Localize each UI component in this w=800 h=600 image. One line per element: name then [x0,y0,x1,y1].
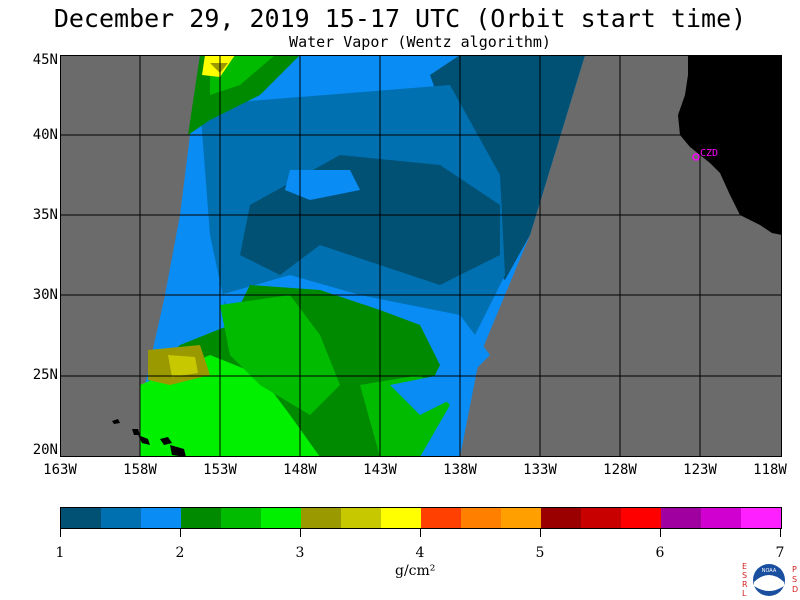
lon-label-123w: 123W [683,462,717,478]
lon-label-153w: 153W [203,462,237,478]
logo-letter: L [742,589,747,598]
colorbar-tick-label: 2 [175,545,185,561]
swath-dark-blue-east [430,55,585,280]
colorbar-tick-mark [660,529,661,537]
colorbar-tick-label: 6 [655,545,665,561]
lon-label-138w: 138W [443,462,477,478]
colorbar-segment [541,508,581,528]
lon-label-133w: 133W [523,462,557,478]
colorbar-segment [621,508,661,528]
water-vapor-map: CZD [60,55,782,457]
colorbar-tick-label: 3 [295,545,305,561]
colorbar-tick-label: 7 [775,545,785,561]
colorbar-segment [661,508,701,528]
colorbar-segment [301,508,341,528]
colorbar-segment [341,508,381,528]
colorbar-segment [61,508,101,528]
colorbar-segment [741,508,781,528]
swath-light-blue-strip [390,375,460,415]
lon-label-118w: 118W [753,462,787,478]
colorbar-tick-mark [180,529,181,537]
colorbar-tick-mark [300,529,301,537]
lon-label-163w: 163W [43,462,77,478]
land-california [678,55,782,235]
grid [60,55,782,457]
chart-title: December 29, 2019 15-17 UTC (Orbit start… [53,4,747,33]
lon-label-128w: 128W [603,462,637,478]
colorbar-segment [141,508,181,528]
lon-label-148w: 148W [283,462,317,478]
lat-label-30n: 30N [32,287,58,303]
colorbar-segment [181,508,221,528]
colorbar-segment [501,508,541,528]
colorbar-tick-mark [540,529,541,537]
lat-label-20n: 20N [32,442,58,458]
island [112,419,120,424]
lat-label-45n: 45N [32,52,58,68]
logo-letter: D [792,585,798,594]
lat-label-40n: 40N [32,127,58,143]
colorbar-tick-mark [420,529,421,537]
logo-letter: P [792,565,797,574]
colorbar-segment [381,508,421,528]
island [138,435,150,445]
lat-label-35n: 35N [32,207,58,223]
swath-mid-green-south [220,295,340,415]
colorbar-segment [261,508,301,528]
chart-subtitle: Water Vapor (Wentz algorithm) [289,33,551,51]
colorbar-segment [581,508,621,528]
station-marker [692,153,700,161]
swath-olive-north [210,63,228,73]
colorbar-tick-label: 5 [535,545,545,561]
station-label: CZD [700,148,718,159]
colorbar-segment [461,508,501,528]
lon-label-158w: 158W [123,462,157,478]
logo-text: NOAA [762,568,777,574]
lon-label-143w: 143W [363,462,397,478]
colorbar-segment [101,508,141,528]
logo-letter: S [792,575,797,584]
colorbar-unit: g/cm² [395,563,436,579]
lat-label-25n: 25N [32,367,58,383]
swath-light-blue-patch [285,170,360,200]
colorbar [60,507,782,529]
island [132,429,140,435]
colorbar-tick-mark [780,529,781,537]
colorbar-segment [421,508,461,528]
colorbar-tick-mark [60,529,61,537]
colorbar-tick-label: 1 [55,545,65,561]
logo-letter: E [742,562,747,571]
colorbar-tick-label: 4 [415,545,425,561]
colorbar-segment [701,508,741,528]
island [170,445,186,457]
logo-letter: S [742,571,747,580]
logo-letter: R [742,580,748,589]
island [160,437,172,445]
swath-yellow-olive-south [168,355,198,377]
noaa-logo: E S R L NOAA P S D [742,562,798,598]
colorbar-segment [221,508,261,528]
